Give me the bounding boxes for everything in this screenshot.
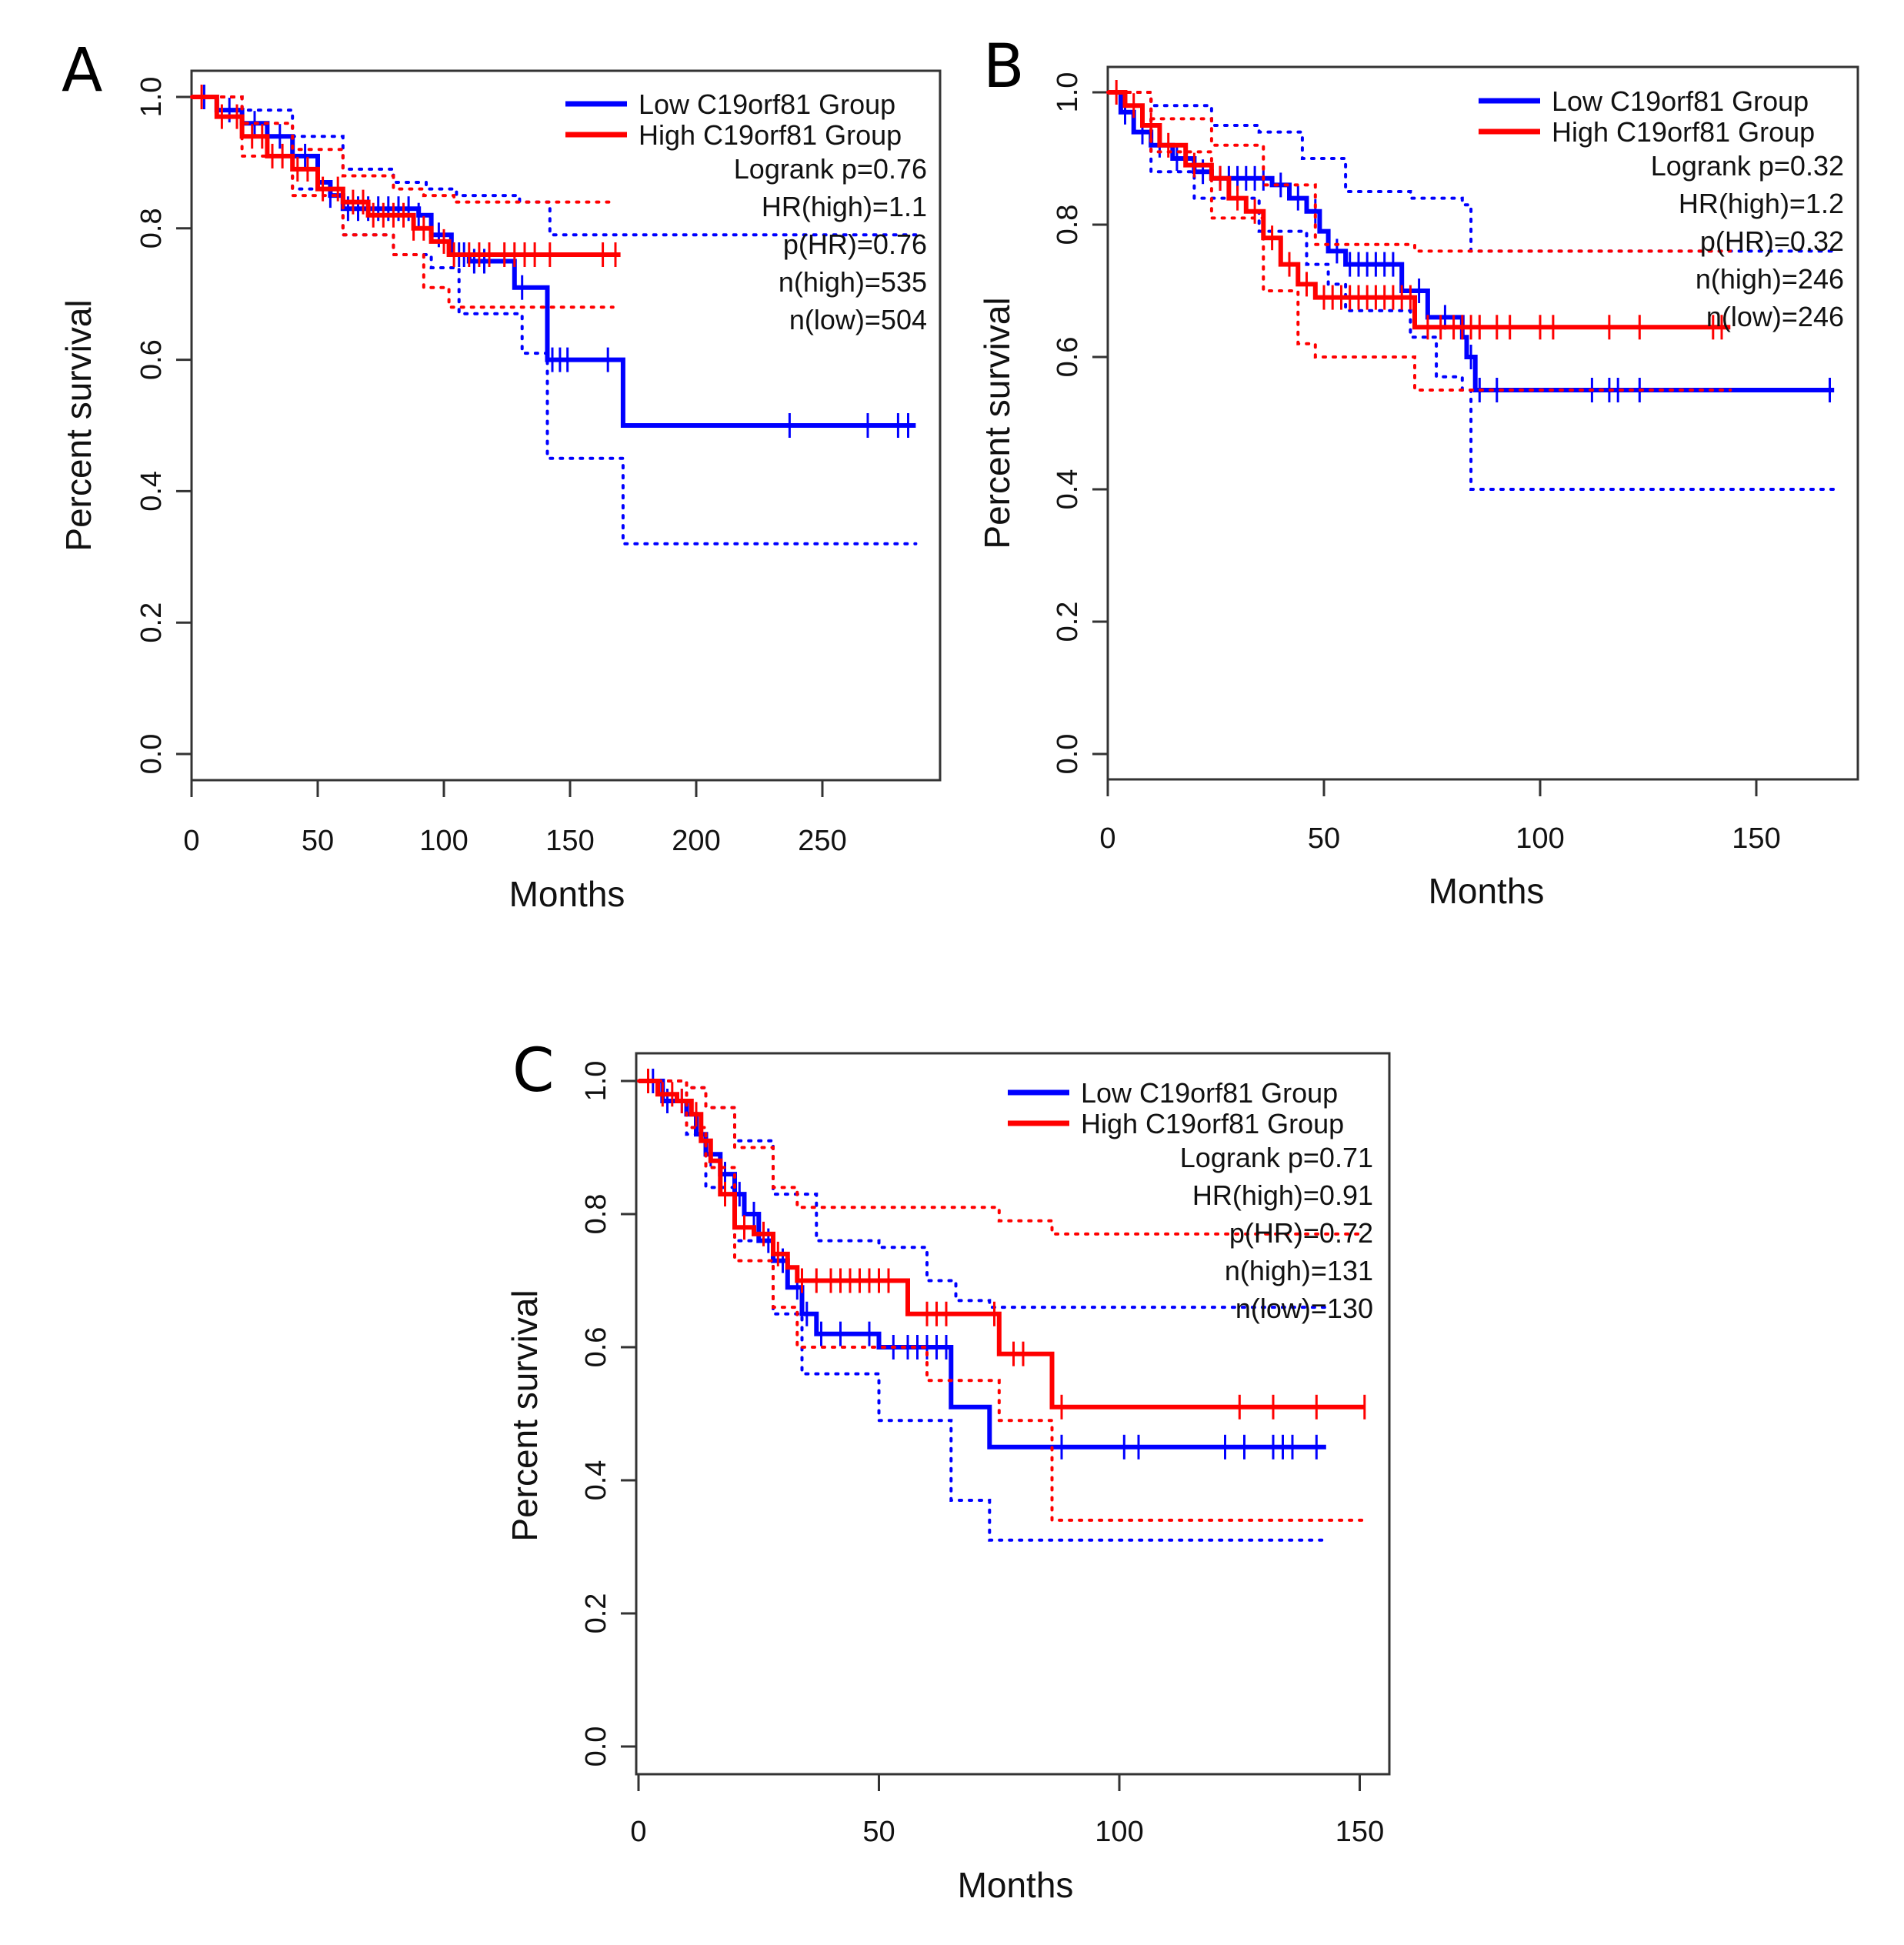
legend-label-low-c: Low C19orf81 Group bbox=[1081, 1077, 1338, 1109]
panel-label-a: A bbox=[62, 36, 102, 105]
x-axis-label-a: Months bbox=[509, 874, 625, 914]
series-high-b bbox=[1106, 80, 1732, 392]
legend-label-low-a: Low C19orf81 Group bbox=[639, 88, 895, 120]
legend-label-high-c: High C19orf81 Group bbox=[1081, 1108, 1344, 1139]
x-tick-label-c: 100 bbox=[1095, 1816, 1143, 1848]
ci-lower-low-b bbox=[1106, 91, 1836, 491]
y-tick-label-a: 0.6 bbox=[135, 339, 168, 380]
stat-label-b: Logrank p=0.32 bbox=[1651, 150, 1844, 182]
x-axis-label-b: Months bbox=[1429, 871, 1545, 911]
y-tick-label-c: 0.2 bbox=[580, 1593, 612, 1634]
y-tick-label-c: 0.8 bbox=[580, 1194, 612, 1235]
plot-frame-a bbox=[190, 69, 942, 782]
legend-label-high-a: High C19orf81 Group bbox=[639, 119, 902, 151]
stat-label-c: Logrank p=0.71 bbox=[1180, 1142, 1373, 1173]
y-tick-label-a: 0.8 bbox=[135, 208, 168, 249]
stat-label-b: p(HR)=0.32 bbox=[1700, 225, 1844, 257]
y-tick-label-a: 0.0 bbox=[135, 734, 168, 775]
panel-b: B Percent survival Months 0.0 0.2 0.4 0.6 0.… bbox=[977, 32, 1859, 911]
series-high-c bbox=[637, 1069, 1366, 1522]
x-tick-label-c: 0 bbox=[630, 1816, 646, 1848]
x-tick-label-c: 150 bbox=[1335, 1816, 1384, 1848]
stat-label-a: n(low)=504 bbox=[789, 304, 927, 335]
stat-label-c: p(HR)=0.72 bbox=[1229, 1217, 1373, 1249]
ci-lower-high-c bbox=[637, 1079, 1366, 1522]
x-axis-label-c: Months bbox=[958, 1865, 1074, 1905]
ci-lower-low-a bbox=[190, 95, 918, 545]
survival-curve-low-a bbox=[192, 95, 916, 428]
y-tick-label-c: 0.4 bbox=[580, 1460, 612, 1501]
y-tick-label-a: 0.4 bbox=[135, 471, 168, 512]
x-tick-label-a: 100 bbox=[419, 825, 468, 857]
survival-curve-high-a bbox=[192, 95, 621, 257]
legend-label-high-b: High C19orf81 Group bbox=[1552, 116, 1815, 148]
x-tick-label-b: 150 bbox=[1732, 822, 1780, 855]
panel-label-b: B bbox=[983, 32, 1025, 102]
ci-upper-high-c bbox=[637, 1079, 1366, 1236]
panel-label-c: C bbox=[512, 1036, 554, 1106]
stat-label-a: Logrank p=0.76 bbox=[734, 153, 927, 185]
y-tick-label-b: 0.6 bbox=[1052, 337, 1084, 378]
legend-label-low-b: Low C19orf81 Group bbox=[1552, 85, 1809, 117]
ci-lower-high-b bbox=[1106, 91, 1732, 392]
series-high-a bbox=[190, 85, 621, 309]
stat-label-a: HR(high)=1.1 bbox=[762, 191, 927, 222]
x-tick-label-a: 150 bbox=[545, 825, 594, 857]
x-tick-label-c: 50 bbox=[862, 1816, 895, 1848]
stat-label-a: p(HR)=0.76 bbox=[783, 229, 927, 260]
y-tick-label-b: 0.0 bbox=[1052, 734, 1084, 775]
ci-upper-low-b bbox=[1106, 91, 1836, 253]
x-tick-label-b: 0 bbox=[1099, 822, 1115, 855]
x-tick-label-b: 100 bbox=[1516, 822, 1564, 855]
plot-frame-c bbox=[635, 1052, 1391, 1776]
stat-label-b: n(low)=246 bbox=[1706, 301, 1844, 332]
y-tick-label-b: 0.4 bbox=[1052, 469, 1084, 510]
ci-lower-low-c bbox=[637, 1079, 1328, 1542]
stat-label-b: HR(high)=1.2 bbox=[1679, 188, 1844, 219]
y-tick-label-b: 0.2 bbox=[1052, 602, 1084, 642]
stat-label-c: n(low)=130 bbox=[1235, 1293, 1373, 1324]
x-tick-label-a: 50 bbox=[302, 825, 334, 857]
y-tick-label-a: 0.2 bbox=[135, 602, 168, 643]
y-axis-label-b: Percent survival bbox=[977, 297, 1017, 549]
x-tick-label-b: 50 bbox=[1308, 822, 1340, 855]
y-tick-label-a: 1.0 bbox=[135, 77, 168, 118]
ci-lower-high-a bbox=[190, 95, 615, 309]
y-axis-label-c: Percent survival bbox=[505, 1289, 545, 1541]
y-tick-label-b: 0.8 bbox=[1052, 205, 1084, 245]
y-tick-label-c: 0.6 bbox=[580, 1327, 612, 1368]
y-tick-label-b: 1.0 bbox=[1052, 72, 1084, 113]
x-tick-label-a: 250 bbox=[798, 825, 846, 857]
ci-upper-low-c bbox=[637, 1079, 1328, 1309]
y-tick-label-c: 0.0 bbox=[580, 1726, 612, 1767]
stat-label-a: n(high)=535 bbox=[779, 266, 927, 298]
y-axis-label-a: Percent survival bbox=[58, 299, 98, 551]
plot-frame-b bbox=[1106, 65, 1859, 781]
y-tick-label-c: 1.0 bbox=[580, 1061, 612, 1102]
x-tick-label-a: 0 bbox=[183, 825, 199, 857]
stat-label-c: n(high)=131 bbox=[1225, 1255, 1373, 1286]
x-tick-label-a: 200 bbox=[672, 825, 720, 857]
panel-a: A Percent survival Months 0.0 0.2 0.4 0.6 0.… bbox=[58, 36, 942, 914]
panel-c: C Percent survival Months 0.0 0.2 0.4 0.6 0.… bbox=[505, 1036, 1391, 1905]
stat-label-b: n(high)=246 bbox=[1696, 263, 1844, 295]
stat-label-c: HR(high)=0.91 bbox=[1192, 1179, 1373, 1211]
